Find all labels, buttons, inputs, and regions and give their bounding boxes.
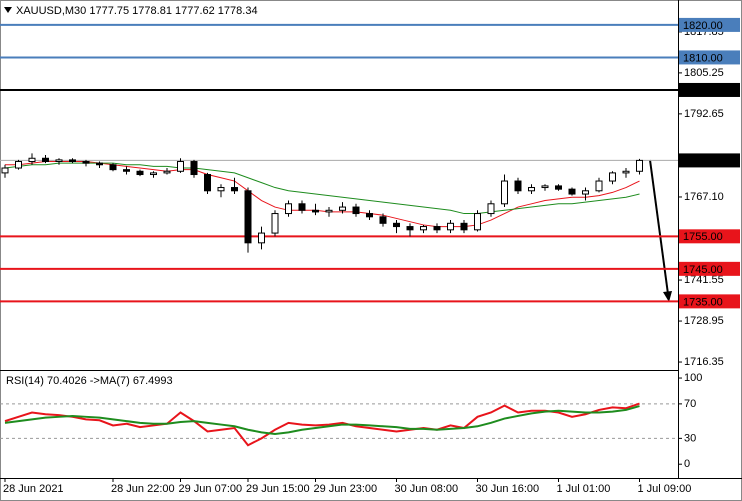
y-tick-label: 0 xyxy=(684,458,690,470)
candle-body xyxy=(177,161,184,172)
candle-body xyxy=(136,170,144,176)
candle-body xyxy=(69,159,76,163)
y-tick-label: 100 xyxy=(684,372,702,384)
price-label-box xyxy=(679,153,740,168)
arrow xyxy=(649,159,669,295)
candle-body xyxy=(312,209,319,213)
candle-body xyxy=(55,159,63,163)
price-label: 1810.00 xyxy=(683,52,723,64)
rsi-title: RSI(14) 70.4026 ->MA(7) 67.4993 xyxy=(6,375,173,387)
candle-body xyxy=(609,172,616,182)
x-tick-label: 1 Jul 09:00 xyxy=(638,483,692,495)
candle-body xyxy=(379,216,387,224)
arrow-head xyxy=(663,291,672,302)
candle-body xyxy=(460,222,468,231)
menu-icon xyxy=(4,7,12,13)
ma-line xyxy=(4,402,640,447)
candle-body xyxy=(82,161,90,164)
candle-body xyxy=(190,161,198,176)
candle-body xyxy=(271,213,279,234)
y-tick-label: 1728.95 xyxy=(684,315,724,327)
candle-body xyxy=(514,180,522,192)
candle-body xyxy=(109,164,117,171)
price-label-box xyxy=(679,50,740,65)
price-label-box xyxy=(679,229,740,244)
candle-body xyxy=(231,187,238,192)
candle-body xyxy=(163,170,171,174)
y-tick-label: 1716.35 xyxy=(684,356,724,368)
candle-body xyxy=(217,187,225,192)
candle-body xyxy=(568,188,576,195)
y-tick-label: 70 xyxy=(684,398,696,410)
price-label: 1778.34 xyxy=(683,155,723,167)
x-tick-label: 30 Jun 16:00 xyxy=(476,483,540,495)
y-tick-label: 30 xyxy=(684,432,696,444)
candle-body xyxy=(285,203,292,215)
price-label-box xyxy=(679,17,740,32)
candle-body xyxy=(474,213,481,231)
candle-body xyxy=(447,222,454,231)
candle-body xyxy=(555,185,562,190)
y-tick-label: 1792.65 xyxy=(684,108,724,120)
candle-body xyxy=(582,190,589,195)
candle-body xyxy=(393,222,400,228)
candle-body xyxy=(636,159,643,172)
candle-body xyxy=(258,232,265,244)
candle-body xyxy=(487,203,495,215)
chart-title: XAUUSD,M30 1777.75 1778.81 1777.62 1778.… xyxy=(16,5,258,17)
candle-body xyxy=(433,226,441,231)
candle-body xyxy=(28,157,36,163)
candle-body xyxy=(528,187,535,192)
candle-body xyxy=(420,226,427,231)
candle-body xyxy=(150,172,157,176)
x-tick-label: 29 Jun 07:00 xyxy=(179,483,243,495)
price-label: 1820.00 xyxy=(683,20,723,32)
y-tick-label: 1741.55 xyxy=(684,274,724,286)
x-tick-label: 28 Jun 22:00 xyxy=(111,483,175,495)
x-tick-label: 1 Jul 01:00 xyxy=(557,483,611,495)
candle-body xyxy=(366,213,373,218)
candle-body xyxy=(298,203,306,211)
candle-body xyxy=(42,157,49,163)
candle-body xyxy=(123,169,130,172)
price-label: 1755.00 xyxy=(683,231,723,243)
candle-body xyxy=(325,209,333,213)
x-tick-label: 28 Jun 2021 xyxy=(3,483,64,495)
ma-line xyxy=(4,162,640,215)
candle-body xyxy=(244,190,252,244)
candle-body xyxy=(501,180,508,205)
candle-body xyxy=(96,162,103,166)
candle-body xyxy=(15,161,22,169)
price-label: 1745.00 xyxy=(683,264,723,276)
price-label-box xyxy=(679,82,740,97)
price-label: 1735.00 xyxy=(683,296,723,308)
candle-body xyxy=(541,185,549,189)
candle-body xyxy=(1,167,9,174)
candle-body xyxy=(204,174,211,192)
price-label-box xyxy=(679,294,740,309)
x-tick-label: 30 Jun 08:00 xyxy=(395,483,459,495)
price-label: 1800.00 xyxy=(683,85,723,97)
y-tick-label: 1805.25 xyxy=(684,67,724,79)
candle-body xyxy=(595,180,603,192)
candle-body xyxy=(406,226,414,231)
candle-body xyxy=(352,206,360,215)
candle-body xyxy=(622,170,630,174)
ma-line xyxy=(4,405,640,436)
x-tick-label: 29 Jun 15:00 xyxy=(246,483,310,495)
price-label-box xyxy=(679,261,740,276)
x-tick-label: 29 Jun 23:00 xyxy=(314,483,378,495)
candle-body xyxy=(339,206,346,211)
y-tick-label: 1767.10 xyxy=(684,191,724,203)
